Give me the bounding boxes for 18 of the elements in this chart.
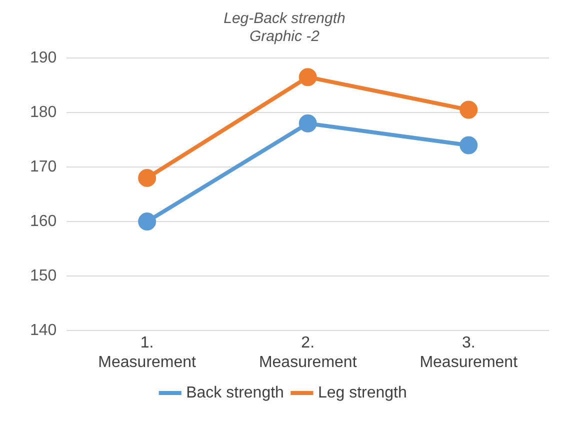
- y-tick-label: 150: [30, 267, 57, 284]
- y-tick-label: 160: [30, 212, 57, 230]
- point: [138, 212, 156, 231]
- y-tick-label: 140: [30, 322, 57, 340]
- legend-label: Leg strength: [318, 384, 407, 402]
- x-tick-label: 2. Measurement: [258, 334, 358, 371]
- y-tick-label: 180: [30, 104, 57, 121]
- point: [138, 168, 156, 187]
- legend-label: Back strength: [186, 384, 284, 402]
- point: [460, 100, 478, 119]
- point: [460, 136, 478, 154]
- point: [298, 114, 317, 132]
- chart-title: Leg-Back strength Graphic -2: [224, 10, 346, 46]
- y-tick-label: 170: [30, 158, 57, 176]
- y-tick-label: 190: [30, 49, 57, 66]
- x-tick-label: 1. Measurement: [98, 334, 197, 371]
- point: [298, 68, 317, 86]
- x-tick-label: 3. Measurement: [420, 334, 518, 371]
